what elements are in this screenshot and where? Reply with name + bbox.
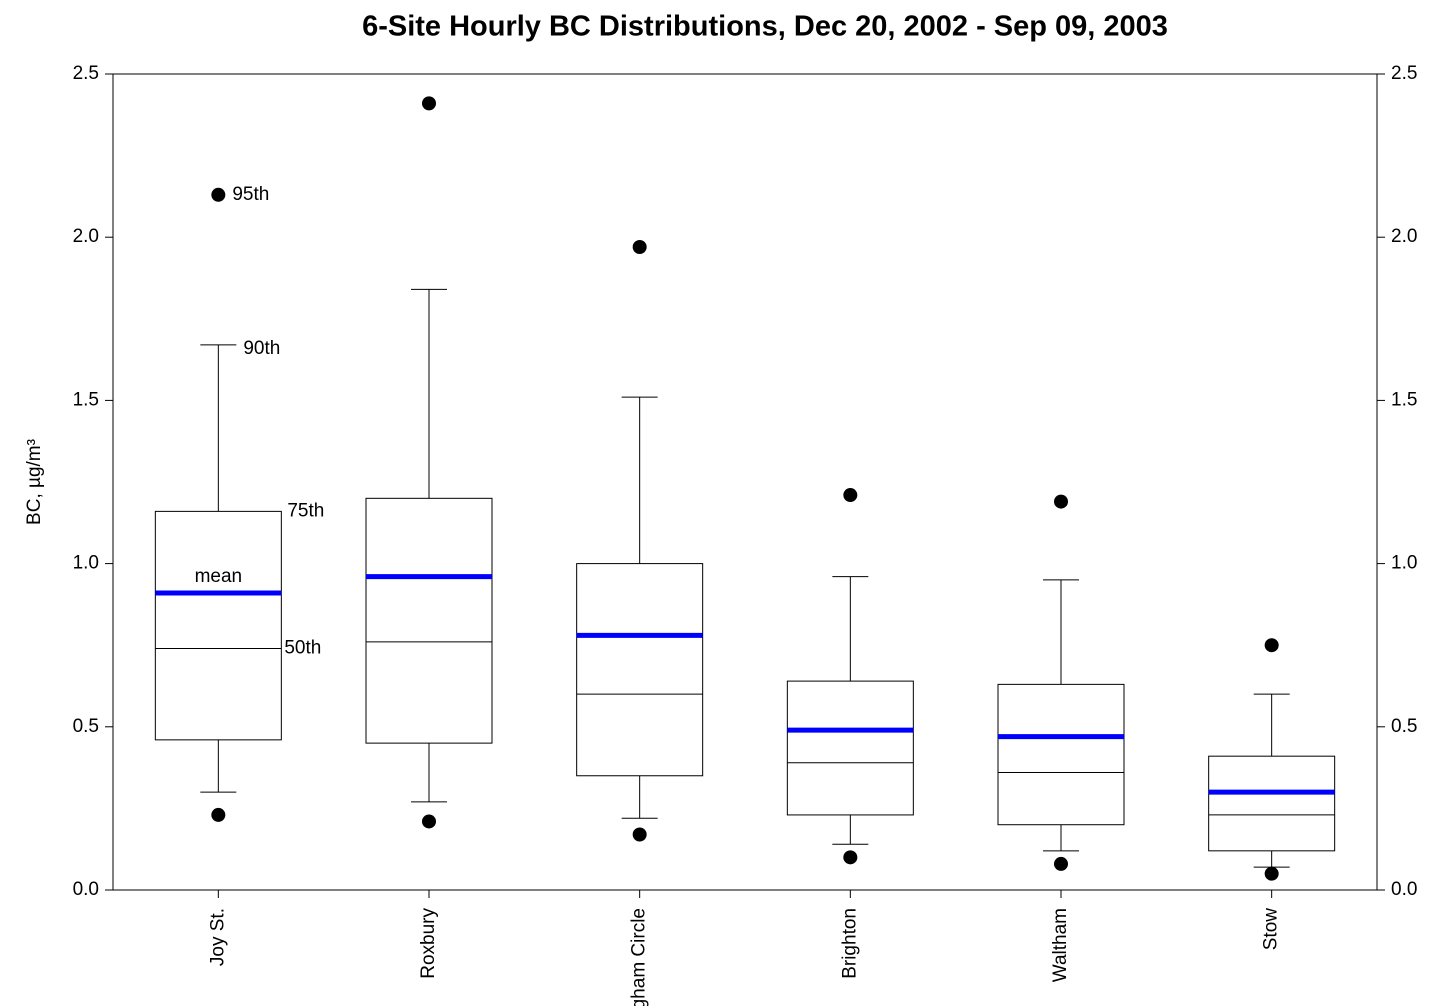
- y-tick-label: 1.5: [73, 389, 99, 410]
- x-tick-label: Roxbury: [418, 908, 439, 979]
- outlier-p5: [1054, 856, 1068, 871]
- outlier-p5: [632, 827, 647, 842]
- annotation: 90th: [243, 338, 280, 359]
- y2-tick-label: 0.0: [1391, 879, 1417, 900]
- plot-frame: [112, 73, 1378, 891]
- outlier-p95: [1264, 638, 1279, 653]
- y2-tick-label: 2.0: [1391, 226, 1417, 247]
- annotation: mean: [195, 566, 243, 587]
- outlier-p5: [211, 807, 226, 822]
- box: [154, 510, 282, 741]
- box: [997, 683, 1125, 826]
- annotation: 95th: [232, 184, 269, 205]
- box: [576, 563, 704, 777]
- outlier-p95: [422, 96, 436, 111]
- y-tick-label: 1.0: [73, 553, 99, 574]
- y2-tick-label: 1.5: [1391, 389, 1417, 410]
- outlier-p95: [1054, 494, 1068, 509]
- y-tick-label: 0.0: [73, 879, 99, 900]
- outlier-p5: [843, 850, 858, 865]
- outlier-p5: [422, 814, 436, 829]
- outlier-p95: [211, 187, 226, 202]
- outlier-p95: [632, 239, 647, 254]
- outlier-p95: [843, 488, 858, 503]
- x-tick-label: Brigham Circle: [629, 908, 650, 1006]
- y2-tick-label: 1.0: [1391, 553, 1417, 574]
- box: [786, 680, 914, 816]
- y2-tick-label: 2.5: [1391, 63, 1417, 84]
- x-tick-label: Waltham: [1050, 908, 1071, 982]
- y-tick-label: 2.5: [73, 63, 99, 84]
- box: [1208, 755, 1336, 852]
- annotation: 75th: [287, 500, 324, 521]
- annotation: 50th: [284, 637, 321, 658]
- box: [365, 497, 493, 744]
- y-tick-label: 2.0: [73, 226, 99, 247]
- x-tick-label: Joy St.: [207, 908, 228, 966]
- outlier-p5: [1264, 866, 1279, 881]
- y2-tick-label: 0.5: [1391, 716, 1417, 737]
- y-axis-label: BC, µg/m³: [24, 439, 45, 525]
- x-tick-label: Stow: [1261, 908, 1282, 951]
- chart-title: 6-Site Hourly BC Distributions, Dec 20, …: [362, 11, 1168, 43]
- x-tick-label: Brighton: [839, 908, 860, 979]
- y-tick-label: 0.5: [73, 716, 99, 737]
